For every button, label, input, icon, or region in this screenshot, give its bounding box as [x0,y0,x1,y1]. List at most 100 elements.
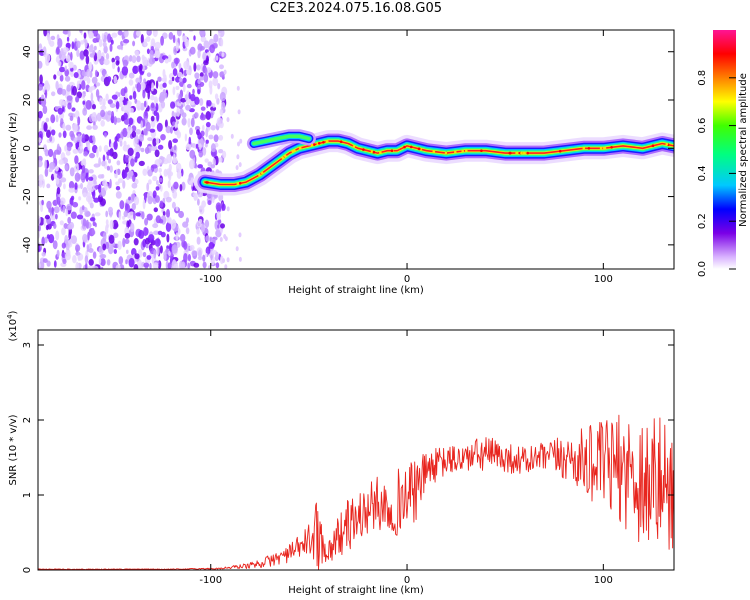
noise-speck [88,61,93,71]
noise-speck [128,156,131,163]
noise-speck [83,151,88,157]
noise-speck [131,130,137,138]
noise-speck [142,199,146,210]
noise-speck [156,246,160,256]
noise-speck [104,181,108,191]
noise-speck [167,180,171,189]
trace-highlight [310,143,314,147]
noise-speck [100,174,105,179]
trace-highlight [325,140,329,143]
noise-speck [85,195,92,203]
noise-speck [84,39,88,48]
noise-speck [152,190,157,199]
noise-speck [88,169,94,174]
noise-speck [239,138,243,144]
noise-speck [44,236,48,244]
noise-speck [152,175,158,182]
noise-speck [117,240,122,250]
noise-speck [60,47,64,55]
noise-speck [71,195,75,201]
noise-speck [114,136,118,142]
snr-xtick-label: 0 [404,575,410,586]
spectrogram-frame [37,29,675,270]
noise-speck [93,197,100,203]
noise-speck [82,100,86,105]
trace-highlight [352,145,356,148]
noise-speck [200,36,207,43]
noise-speck [98,38,103,48]
noise-speck [64,69,69,77]
noise-speck [143,38,147,47]
noise-speck [82,91,87,96]
noise-speck [43,82,51,92]
noise-speck [135,77,141,84]
trace-highlight [362,148,365,151]
noise-speck [213,33,219,43]
noise-speck [131,182,138,189]
noise-speck [203,40,210,49]
noise-speck [169,242,172,253]
noise-speck [199,72,204,78]
noise-speck [220,38,224,47]
noise-speck [106,223,109,229]
noise-speck [122,215,126,220]
noise-speck [200,224,206,233]
noise-speck [42,46,47,56]
noise-speck [45,117,50,123]
trace-highlight [299,146,302,150]
noise-speck [202,254,206,262]
noise-speck [176,170,182,179]
noise-speck [76,40,81,49]
noise-speck [124,238,130,244]
noise-speck [57,38,63,48]
noise-speck [65,242,70,251]
noise-speck [150,145,158,152]
noise-speck [180,233,186,243]
noise-speck [165,196,172,203]
noise-speck [166,233,170,243]
noise-speck [119,140,123,147]
noise-speck [86,77,91,84]
spectrogram-ytick-label: 40 [22,45,33,58]
noise-speck [197,49,201,59]
trace-highlight [293,149,296,152]
noise-speck [82,218,87,227]
noise-speck [218,149,224,154]
trace-band [204,140,674,186]
noise-speck [142,168,148,176]
noise-speck [141,211,145,220]
trace-highlight [403,145,406,149]
noise-speck [212,196,215,204]
noise-speck [64,75,71,82]
noise-speck [94,212,101,217]
noise-speck [113,249,118,254]
noise-speck [171,219,177,229]
noise-speck [119,96,124,102]
noise-speck [146,48,150,55]
noise-speck [56,172,63,179]
noise-speck [56,46,60,55]
noise-speck [41,251,46,257]
noise-speck [160,101,166,109]
noise-speck [197,132,202,140]
noise-speck [49,136,53,142]
noise-speck [118,256,124,265]
snr-multiplier: (x104) [6,310,19,341]
noise-speck [38,243,41,252]
noise-speck [107,110,112,116]
noise-speck [44,89,48,99]
trace-highlight [236,182,240,186]
noise-speck [156,122,163,132]
noise-speck [44,159,48,169]
noise-speck [184,94,188,101]
noise-speck [208,134,214,140]
noise-speck [221,203,226,211]
noise-speck [88,248,94,253]
noise-speck [129,55,133,62]
noise-speck [189,159,195,170]
noise-speck [49,161,56,170]
noise-speck [151,82,155,92]
noise-speck [76,163,79,173]
noise-speck [88,45,94,53]
noise-speck [114,55,120,62]
